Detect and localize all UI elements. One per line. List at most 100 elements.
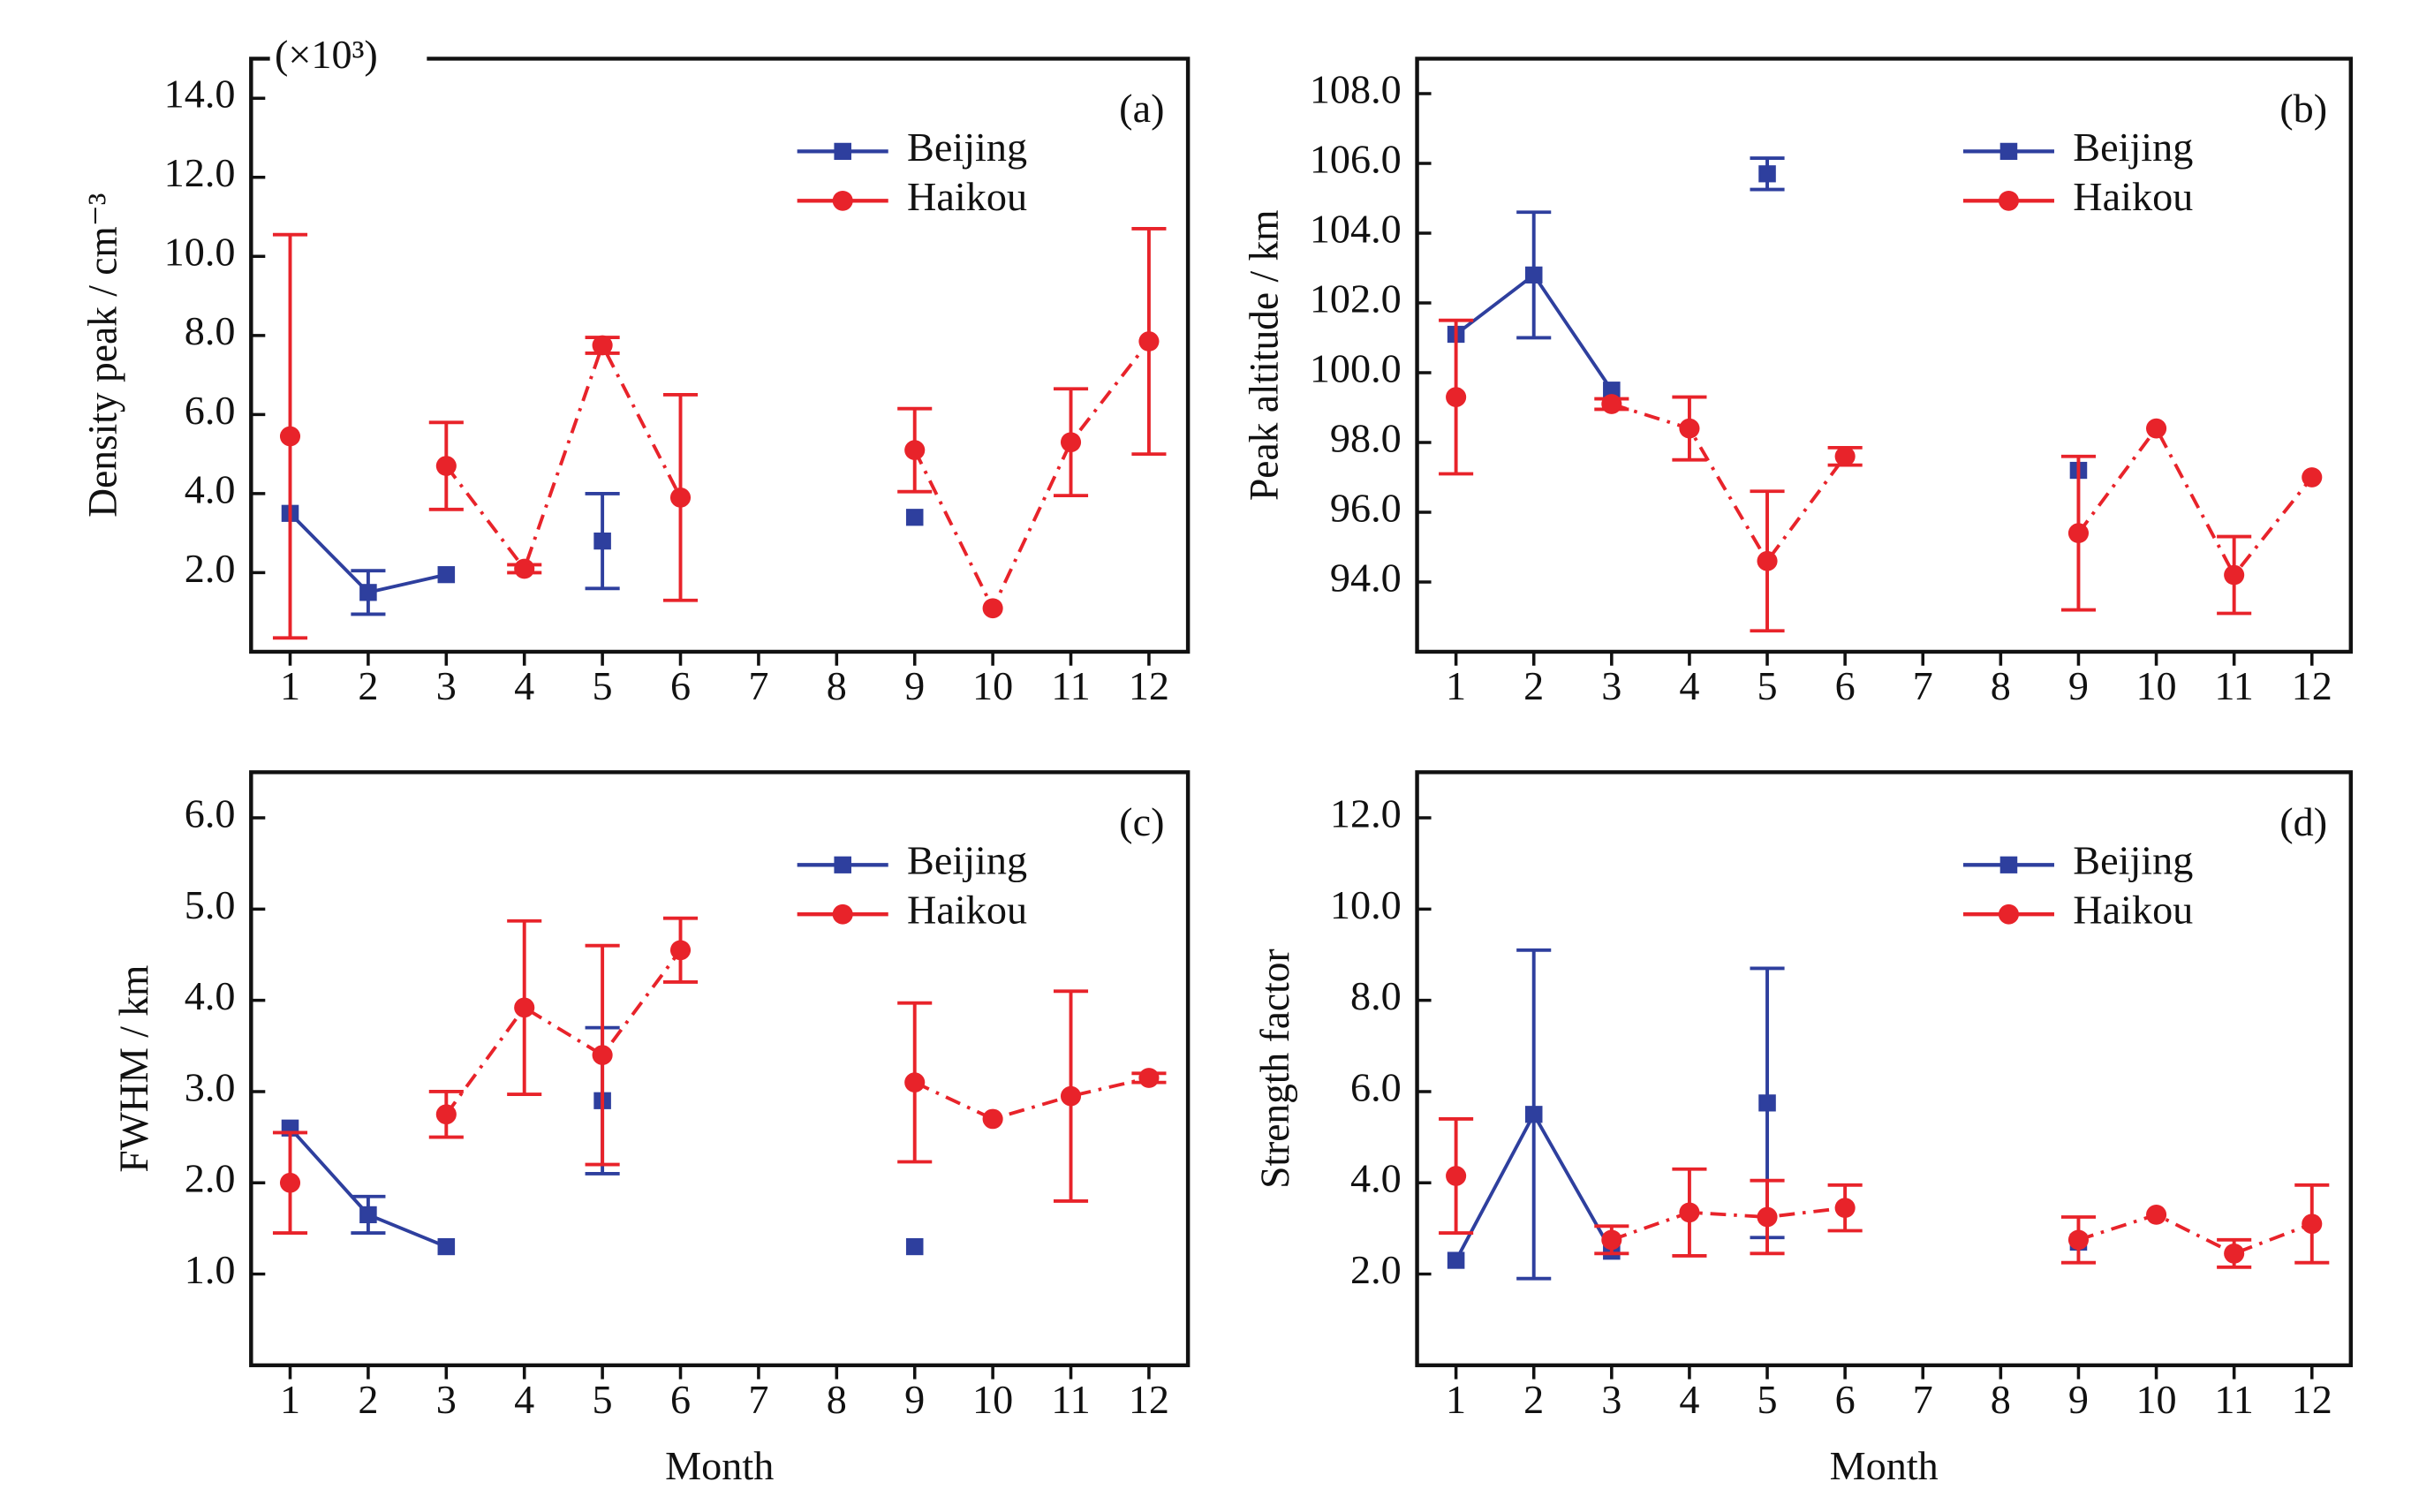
series-line	[1611, 402, 2314, 578]
y-tick-label: 2.0	[185, 546, 236, 591]
point	[1758, 165, 1776, 183]
legend-entry: Beijing	[1962, 838, 2193, 883]
point	[2067, 523, 2090, 544]
point	[982, 1108, 1003, 1130]
point	[1601, 1229, 1622, 1251]
legend-label: Haikou	[2073, 174, 2193, 219]
point	[1060, 1085, 1082, 1107]
point	[2224, 1243, 2245, 1264]
point	[1446, 387, 1467, 407]
x-tick-label: 12	[1129, 663, 1169, 708]
point	[669, 488, 692, 508]
y-tick-label: 10.0	[1330, 882, 1402, 927]
panel-label: (b)	[2279, 86, 2327, 131]
x-tick-label: 11	[2214, 663, 2253, 708]
y-tick-label: 108.0	[1310, 67, 1402, 112]
series-line	[444, 949, 1150, 1121]
x-tick-label: 2	[1523, 1377, 1544, 1422]
x-tick-label: 9	[2068, 1377, 2089, 1422]
point	[905, 509, 924, 526]
y-tick-label: 2.0	[1350, 1247, 1402, 1292]
legend-label: Beijing	[907, 838, 1027, 883]
x-tick-label: 4	[514, 1377, 534, 1422]
y-tick-label: 8.0	[1350, 973, 1402, 1018]
x-tick-label: 2	[1523, 663, 1544, 708]
y-tick-label: 2.0	[185, 1156, 236, 1201]
y-tick-label: 4.0	[1350, 1156, 1402, 1201]
point	[904, 440, 926, 461]
point	[279, 1172, 301, 1193]
x-tick-label: 1	[280, 1377, 300, 1422]
point	[1679, 418, 1700, 439]
x-tick-label: 6	[1835, 1377, 1856, 1422]
annotation-bg	[269, 34, 427, 80]
y-tick-label: 4.0	[185, 973, 236, 1018]
x-tick-label: 5	[593, 663, 613, 708]
point	[982, 598, 1003, 619]
legend-entry: Haikou	[1962, 174, 2193, 219]
y-tick-label: 10.0	[164, 230, 236, 275]
x-tick-label: 9	[2068, 663, 2089, 708]
point	[279, 426, 301, 447]
x-tick-label: 2	[358, 663, 378, 708]
x-tick-label: 8	[827, 663, 847, 708]
point	[437, 1237, 456, 1256]
x-tick-label: 11	[1051, 1377, 1090, 1422]
point	[592, 335, 613, 356]
point	[2302, 1213, 2323, 1235]
x-tick-label: 1	[1446, 663, 1466, 708]
y-tick-label: 104.0	[1310, 207, 1402, 252]
point	[1603, 382, 1621, 399]
x-tick-label: 7	[1913, 1377, 1933, 1422]
point	[1757, 1206, 1778, 1228]
legend-label: Haikou	[907, 888, 1027, 933]
x-tick-label: 9	[904, 1377, 925, 1422]
y-tick-label: 106.0	[1310, 137, 1402, 182]
series-line	[444, 340, 1151, 613]
x-tick-label: 8	[1991, 1377, 2011, 1422]
legend-label: Beijing	[2073, 125, 2193, 170]
panel-label: (c)	[1119, 799, 1164, 844]
x-tick-label: 1	[280, 663, 300, 708]
legend-label: Haikou	[907, 174, 1027, 219]
x-tick-label: 12	[1129, 1377, 1169, 1422]
axis-multiplier: (×10³)	[275, 32, 378, 77]
point	[359, 1206, 377, 1224]
y-axis-label: FWHM / km	[111, 965, 156, 1173]
x-tick-label: 11	[1051, 663, 1090, 708]
point	[435, 1104, 457, 1125]
point	[2302, 467, 2323, 488]
x-tick-label: 4	[514, 663, 534, 708]
x-tick-label: 8	[1991, 663, 2011, 708]
point	[1834, 446, 1856, 467]
y-tick-label: 1.0	[185, 1247, 236, 1292]
series-line	[1611, 1206, 2313, 1256]
y-tick-label: 100.0	[1310, 346, 1402, 391]
point	[1446, 1166, 1467, 1186]
legend-label: Beijing	[2073, 838, 2193, 883]
panel: 2.04.06.08.010.012.01 2 3 4 5 6 7 8 9 10 11 12Stren…	[1251, 770, 2354, 1488]
point	[1524, 1106, 1543, 1123]
point	[2146, 418, 2167, 439]
y-tick-label: 96.0	[1330, 486, 1402, 531]
y-tick-label: 6.0	[1350, 1065, 1402, 1110]
point	[1601, 394, 1622, 414]
point	[904, 1072, 926, 1092]
point	[2224, 564, 2245, 586]
legend-marker	[834, 856, 851, 873]
y-axis-label: Peak altitude / km	[1241, 209, 1286, 501]
point	[1524, 266, 1543, 284]
plot-frame	[249, 57, 1191, 654]
point	[437, 566, 456, 584]
legend-entry: Beijing	[797, 125, 1027, 170]
point	[1679, 1202, 1700, 1223]
y-tick-label: 94.0	[1330, 556, 1402, 601]
legend-entry: Beijing	[1962, 125, 2193, 170]
plot-frame	[1415, 770, 2354, 1368]
point	[1060, 432, 1082, 453]
point	[514, 558, 535, 579]
x-tick-label: 12	[2292, 1377, 2332, 1422]
x-tick-label: 11	[2214, 1377, 2253, 1422]
